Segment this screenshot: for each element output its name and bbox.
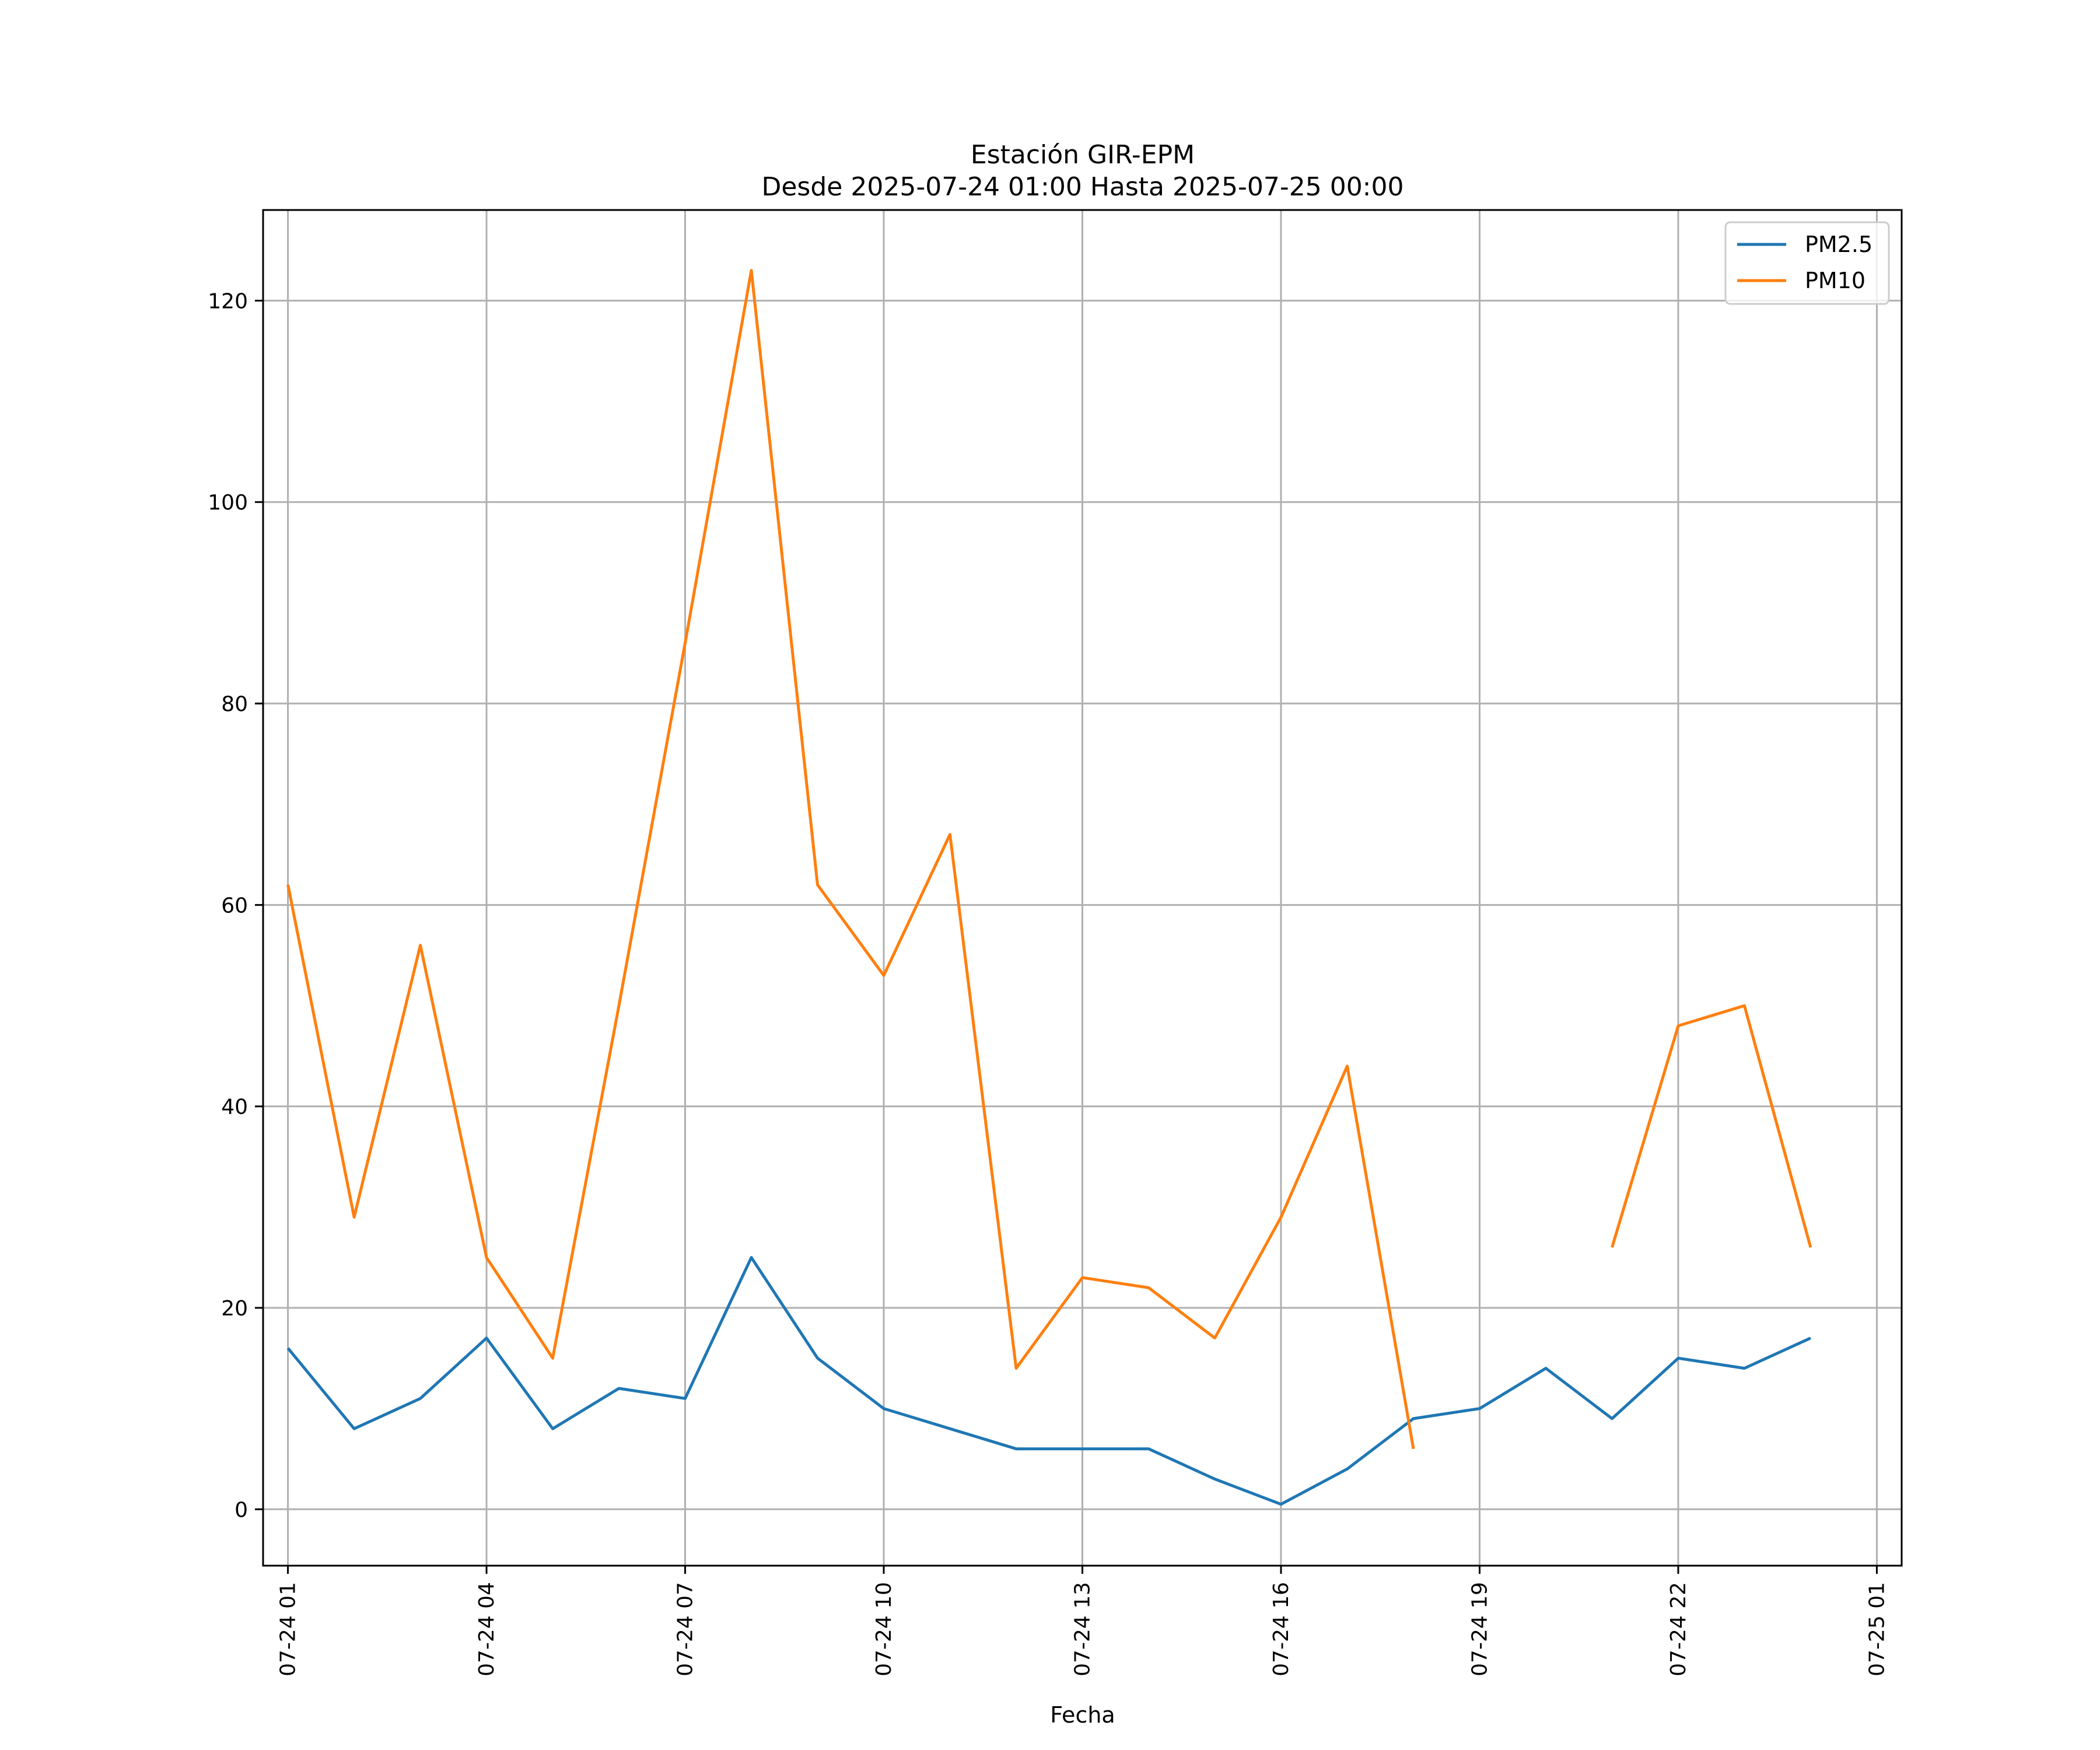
y-tick-label: 40 (221, 1096, 248, 1119)
x-tick-label: 07-24 22 (1667, 1582, 1690, 1676)
y-tick-label: 20 (221, 1297, 248, 1321)
legend-box (1724, 221, 1890, 305)
legend: PM2.5 PM10 (1724, 221, 1890, 305)
y-tick-label: 120 (208, 289, 248, 313)
axis-ticks: 07-24 01 07-24 04 07-24 07 07-24 10 07-24 13… (208, 289, 1889, 1676)
x-axis-label: Fecha (1050, 1702, 1115, 1728)
x-tick-label: 07-24 04 (475, 1582, 499, 1676)
x-tick-label: 07-24 07 (674, 1582, 698, 1676)
x-tick-label: 07-24 10 (872, 1582, 896, 1676)
y-tick-label: 0 (235, 1498, 248, 1522)
chart-subtitle: Desde 2025-07-24 01:00 Hasta 2025-07-25 … (761, 172, 1404, 202)
series-line-pm10 (286, 269, 1415, 1450)
y-tick-label: 100 (208, 491, 248, 515)
x-tick-label: 07-24 13 (1071, 1582, 1095, 1676)
chart-title: Estación GIR-EPM (971, 140, 1195, 170)
x-tick-label: 07-24 01 (276, 1582, 300, 1676)
x-tick-label: 07-25 01 (1865, 1582, 1889, 1676)
x-tick-label: 07-24 19 (1468, 1582, 1492, 1676)
y-tick-label: 80 (221, 692, 248, 716)
data-series (286, 269, 1812, 1506)
grid-lines (263, 210, 1902, 1566)
series-line-pm10 (1611, 1004, 1812, 1248)
x-tick-label: 07-24 16 (1269, 1582, 1293, 1676)
series-line-pm25 (286, 1256, 1811, 1506)
legend-label-pm10: PM10 (1805, 268, 1866, 293)
legend-label-pm25: PM2.5 (1805, 232, 1873, 257)
y-tick-label: 60 (221, 894, 248, 918)
